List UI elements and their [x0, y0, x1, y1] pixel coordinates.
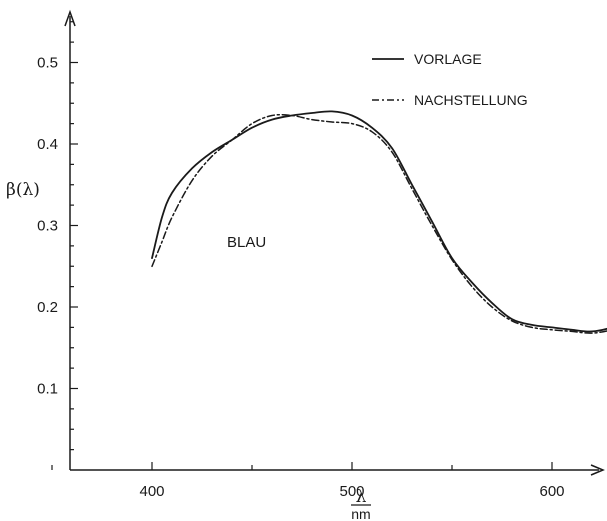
axes-layer	[64, 9, 605, 476]
legend-label-vorlage: VORLAGE	[414, 51, 482, 67]
legend-label-nachstellung: NACHSTELLUNG	[414, 92, 528, 108]
x-axis-label: λ nm	[351, 487, 371, 521]
x-tick-label: 600	[539, 483, 564, 500]
x-axis-arrow	[590, 464, 605, 476]
x-tick-label: 400	[139, 483, 164, 500]
series-line-nachstellung	[151, 113, 607, 334]
y-tick-label: 0.2	[37, 299, 58, 316]
x-axis-label-symbol: λ	[356, 487, 367, 507]
x-tick-label: 500	[339, 483, 364, 500]
series-layer	[151, 110, 607, 334]
y-tick-label: 0.5	[37, 55, 58, 72]
ticks-layer: 0.10.20.30.40.5400500600700	[37, 21, 565, 500]
series-line-vorlage	[151, 110, 607, 333]
annotation-blau: BLAU	[227, 234, 266, 251]
y-tick-label: 0.1	[37, 381, 58, 398]
y-tick-label: 0.3	[37, 218, 58, 235]
legend: VORLAGE NACHSTELLUNG	[372, 51, 528, 108]
y-axis-arrow	[64, 9, 76, 27]
x-axis-label-unit: nm	[351, 506, 370, 521]
y-tick-label: 0.4	[37, 136, 58, 153]
y-axis-label: β(λ)	[6, 180, 40, 200]
